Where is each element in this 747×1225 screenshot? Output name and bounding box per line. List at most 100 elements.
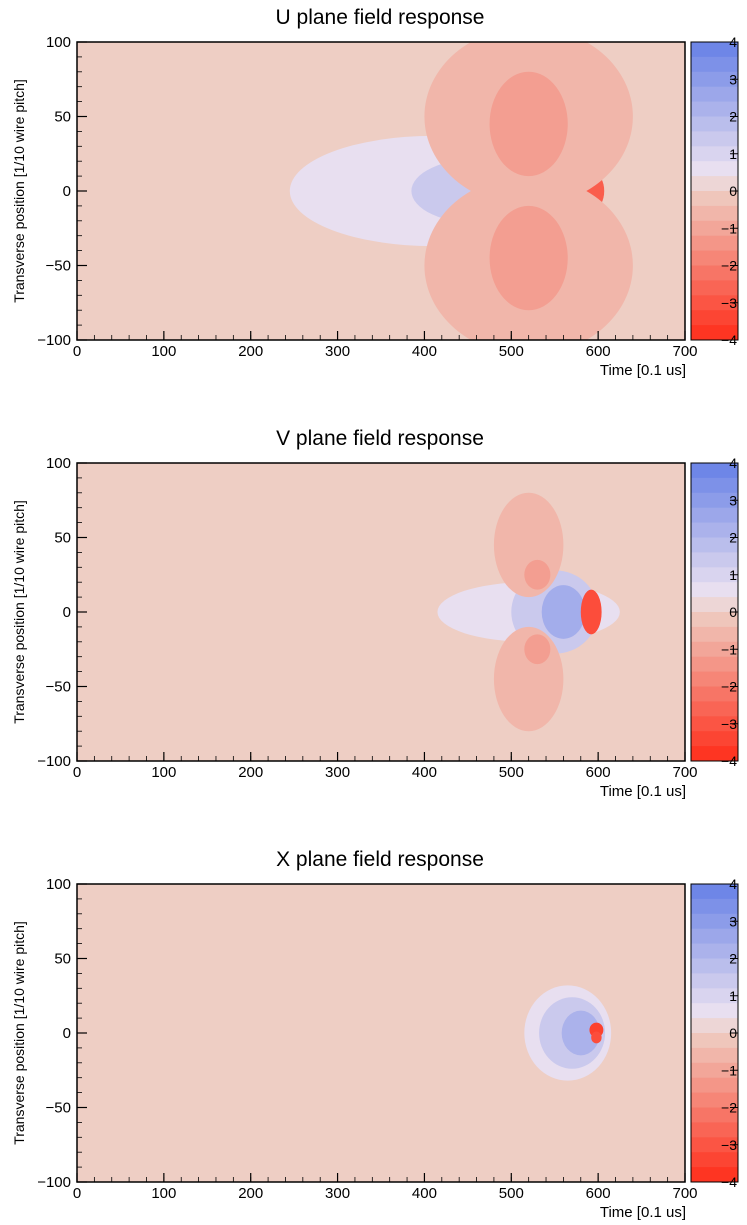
colorbar-band: [691, 1092, 738, 1108]
heatmap-regions: [524, 985, 612, 1081]
colorbar-band: [691, 1152, 738, 1168]
colorbar-tick-label: 4: [729, 455, 737, 471]
colorbar-band: [691, 161, 738, 177]
plot-area: 0 100 200 300 400 500 600 700100500−50−10043210…: [37, 876, 739, 1202]
y-tick-label: 0: [63, 604, 71, 621]
heatmap-regions: [289, 42, 633, 340]
colorbar-band: [691, 928, 738, 945]
colorbar-band: [691, 325, 738, 341]
colorbar-tick-label: −1: [721, 641, 737, 657]
colorbar-band: [691, 101, 738, 117]
colorbar-tick-label: −1: [721, 1062, 737, 1078]
colorbar-band: [691, 537, 738, 553]
y-tick-label: 0: [63, 1025, 71, 1042]
colorbar-tick-label: −4: [721, 332, 737, 348]
colorbar-band: [691, 265, 738, 281]
y-axis-label: Transverse position [1/10 wire pitch]: [11, 500, 27, 724]
x-tick-label: 600: [586, 764, 611, 781]
x-tick-label: 500: [499, 1185, 524, 1202]
panel-x: X plane field response 0 100 200 300 400 500 6…: [11, 848, 739, 1221]
x-tick-label: 700: [672, 764, 697, 781]
colorbar-band: [691, 973, 738, 989]
y-tick-label: 100: [46, 34, 71, 51]
colorbar-band: [691, 716, 738, 732]
colorbar-band: [691, 310, 738, 326]
colorbar-band: [691, 898, 738, 915]
colorbar-band: [691, 280, 738, 296]
colorbar-tick-label: −2: [721, 1100, 737, 1116]
colorbar-band: [691, 731, 738, 747]
colorbar-tick-label: 1: [729, 146, 737, 162]
heatmap-region: [541, 585, 586, 639]
colorbar-tick-label: −2: [721, 258, 737, 274]
colorbar-tick-label: −2: [721, 679, 737, 695]
colorbar-tick-label: 4: [729, 34, 737, 50]
colorbar-band: [691, 1003, 738, 1019]
y-tick-label: 100: [46, 455, 71, 472]
colorbar-band: [691, 958, 738, 974]
x-tick-label: 400: [412, 764, 437, 781]
x-tick-label: 300: [325, 1185, 350, 1202]
colorbar-band: [691, 552, 738, 568]
colorbar-tick-label: 3: [729, 492, 737, 508]
chart-title: X plane field response: [276, 848, 484, 871]
colorbar-band: [691, 641, 738, 658]
y-tick-label: 50: [54, 109, 71, 126]
y-tick-label: −100: [37, 753, 71, 770]
colorbar-band: [691, 522, 738, 538]
colorbar-band: [691, 191, 738, 207]
colorbar-tick-label: 0: [729, 1025, 737, 1041]
colorbar-band: [691, 913, 738, 930]
colorbar-band: [691, 1107, 738, 1123]
colorbar-tick-label: −4: [721, 753, 737, 769]
x-tick-label: 300: [325, 764, 350, 781]
chart-title: U plane field response: [276, 6, 485, 29]
colorbar-band: [691, 131, 738, 147]
heatmap-region: [591, 1031, 602, 1044]
heatmap-region: [524, 559, 551, 590]
y-axis-label: Transverse position [1/10 wire pitch]: [11, 921, 27, 1145]
colorbar-band: [691, 220, 738, 237]
colorbar-band: [691, 86, 738, 103]
chart-title: V plane field response: [276, 427, 484, 450]
colorbar-band: [691, 477, 738, 494]
colorbar-band: [691, 1047, 738, 1064]
colorbar-band: [691, 1167, 738, 1183]
colorbar-tick-label: −3: [721, 716, 737, 732]
x-tick-label: 600: [586, 343, 611, 360]
x-tick-label: 400: [412, 343, 437, 360]
colorbar-band: [691, 295, 738, 311]
colorbar-band: [691, 235, 738, 252]
colorbar-band: [691, 492, 738, 509]
colorbar-tick-label: 2: [729, 951, 737, 967]
heatmap-region: [489, 71, 568, 177]
x-axis-label: Time [0.1 us]: [600, 1204, 686, 1221]
colorbar-band: [691, 1033, 738, 1049]
x-tick-label: 100: [151, 764, 176, 781]
colorbar-band: [691, 686, 738, 702]
x-tick-label: 300: [325, 343, 350, 360]
x-tick-label: 700: [672, 1185, 697, 1202]
x-tick-label: 200: [238, 343, 263, 360]
panel-v: V plane field response 0 100 200 300 400 500 6…: [11, 427, 739, 800]
x-tick-label: 500: [499, 764, 524, 781]
y-tick-label: 50: [54, 530, 71, 547]
x-tick-label: 700: [672, 343, 697, 360]
colorbar-band: [691, 56, 738, 73]
colorbar-band: [691, 463, 738, 479]
y-tick-label: −100: [37, 1174, 71, 1191]
colorbar-tick-label: 2: [729, 109, 737, 125]
heatmap-region: [580, 589, 602, 635]
colorbar-tick-label: −3: [721, 1137, 737, 1153]
x-axis-label: Time [0.1 us]: [600, 783, 686, 800]
colorbar-tick-label: 0: [729, 183, 737, 199]
colorbar-band: [691, 701, 738, 717]
plot-area: 0 100 200 300 400 500 600 700100500−50−10043210…: [37, 455, 739, 781]
x-tick-label: 200: [238, 764, 263, 781]
colorbar-band: [691, 567, 738, 583]
colorbar-band: [691, 507, 738, 524]
x-tick-label: 200: [238, 1185, 263, 1202]
y-tick-label: 50: [54, 951, 71, 968]
colorbar-band: [691, 1077, 738, 1094]
colorbar-band: [691, 988, 738, 1004]
